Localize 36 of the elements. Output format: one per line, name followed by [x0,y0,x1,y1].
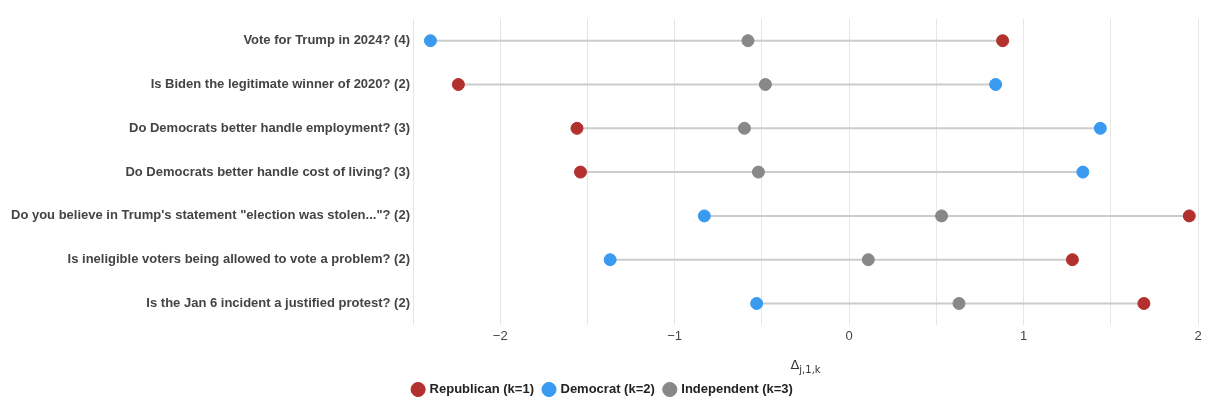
point [1182,209,1196,223]
x-tick-label: −1 [667,327,683,343]
point [751,165,765,179]
point [935,209,949,223]
point [451,78,465,91]
x-tick-label: 0 [845,327,853,343]
point [952,297,966,310]
x-tick-label: −2 [492,327,508,343]
x-tick-label: 1 [1019,327,1028,343]
point [697,209,711,223]
point [758,78,772,91]
legend-label: Republican (k=1) [429,381,534,397]
y-tick-label: Do Democrats better handle cost of living? (3) [125,163,411,179]
y-tick-label: Is ineligible voters being allowed to vote a problem? (2) [67,251,411,267]
point [570,121,584,135]
point [603,253,617,267]
point [750,297,764,310]
point [1076,165,1090,179]
point [1065,253,1079,267]
y-tick-label: Do Democrats better handle employment? (3) [129,119,411,135]
point [1093,121,1107,135]
point [996,34,1010,48]
point [1137,297,1151,310]
legend-label: Democrat (k=2) [560,381,655,397]
point [989,78,1003,91]
x-tick-label: 2 [1194,327,1202,343]
y-tick-label: Do you believe in Trump's statement "election was stolen..."? (2) [10,207,411,223]
y-tick-label: Is the Jan 6 incident a justified protest? (2) [146,295,411,311]
y-tick-label: Vote for Trump in 2024? (4) [243,32,411,48]
point [423,34,437,48]
point [741,34,755,48]
point [861,253,875,267]
y-tick-label: Is Biden the legitimate winner of 2020? (2) [150,76,411,92]
legend-label: Independent (k=3) [681,381,793,397]
point [573,165,587,179]
point [737,121,751,135]
